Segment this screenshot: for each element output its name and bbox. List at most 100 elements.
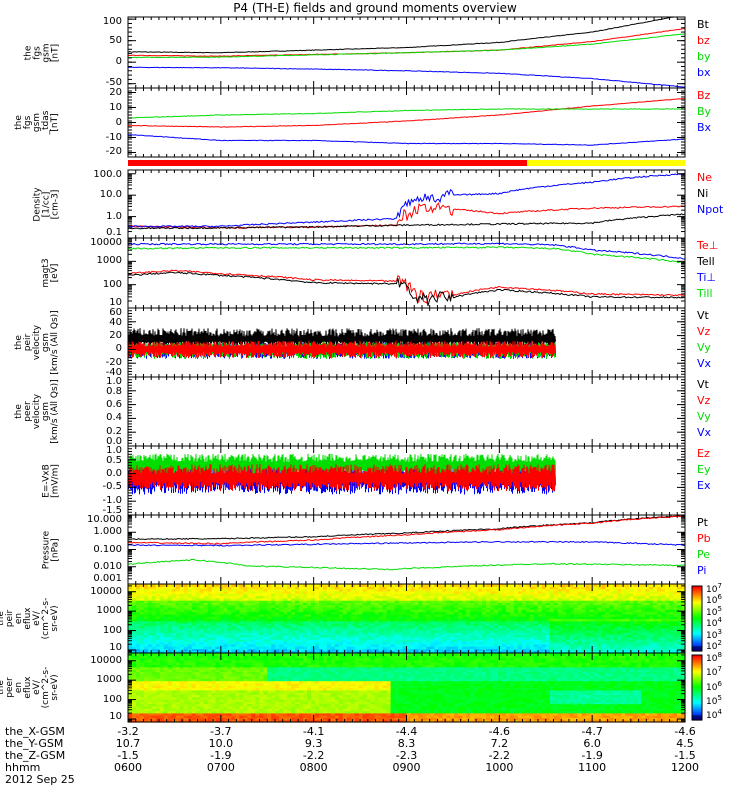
heatmap-cell	[506, 600, 511, 603]
heatmap-cell	[482, 609, 487, 613]
heatmap-cell	[517, 641, 523, 645]
heatmap-cell	[502, 648, 507, 652]
heatmap-cell	[414, 588, 420, 592]
heatmap-cell	[398, 609, 404, 613]
heatmap-cell	[239, 597, 244, 601]
heatmap-cell	[231, 586, 236, 590]
heatmap-cell	[438, 623, 443, 626]
heatmap-cell	[557, 600, 563, 603]
heatmap-cell	[478, 646, 483, 649]
heatmap-cell	[450, 590, 455, 594]
heatmap-cell	[382, 623, 388, 626]
heatmap-cell	[553, 604, 559, 608]
heatmap-cell	[139, 623, 145, 626]
heatmap-cell	[478, 609, 483, 613]
heatmap-cell	[418, 632, 423, 636]
heatmap-cell	[482, 648, 487, 652]
heatmap-cell	[513, 625, 519, 629]
heatmap-cell	[143, 646, 149, 649]
heatmap-cell	[537, 584, 543, 587]
heatmap-cell	[486, 602, 491, 606]
heatmap-cell	[490, 625, 495, 629]
heatmap-cell	[315, 632, 320, 636]
heatmap-cell	[171, 632, 177, 636]
heatmap-cell	[502, 604, 507, 608]
heatmap-cell	[147, 632, 153, 636]
heatmap-cell	[215, 604, 221, 608]
heatmap-cell	[358, 634, 364, 638]
heatmap-cell	[136, 634, 141, 638]
heatmap-cell	[525, 607, 531, 610]
heatmap-cell	[549, 609, 555, 613]
heatmap-cell	[143, 611, 149, 615]
heatmap-cell	[151, 588, 157, 592]
heatmap-cell	[498, 623, 503, 626]
heatmap-cell	[370, 620, 376, 624]
heatmap-cell	[239, 636, 244, 640]
heatmap-cell	[509, 616, 515, 620]
heatmap-cell	[490, 611, 495, 615]
heatmap-cell	[386, 618, 392, 622]
heatmap-cell	[279, 604, 284, 608]
heatmap-cell	[498, 597, 503, 601]
heatmap-cell	[187, 600, 193, 603]
heatmap-cell	[390, 646, 396, 649]
heatmap-cell	[275, 643, 280, 647]
heatmap-cell	[494, 639, 499, 643]
heatmap-cell	[509, 602, 515, 606]
heatmap-cell	[171, 611, 177, 615]
heatmap-cell	[299, 636, 304, 640]
heatmap-cell	[513, 597, 519, 601]
heatmap-cell	[414, 620, 420, 624]
heatmap-cell	[279, 632, 284, 636]
heatmap-cell	[430, 611, 435, 615]
heatmap-cell	[338, 590, 344, 594]
heatmap-cell	[422, 609, 427, 613]
heatmap-cell	[498, 618, 503, 622]
heatmap-cell	[494, 627, 499, 631]
heatmap-cell	[183, 597, 189, 601]
heatmap-cell	[326, 611, 332, 615]
heatmap-cell	[338, 593, 344, 597]
heatmap-cell	[509, 650, 515, 654]
heatmap-cell	[239, 586, 244, 590]
heatmap-cell	[326, 613, 332, 617]
heatmap-cell	[378, 634, 384, 638]
heatmap-cell	[478, 607, 483, 610]
heatmap-cell	[159, 588, 165, 592]
heatmap-cell	[474, 602, 479, 606]
heatmap-cell	[219, 611, 225, 615]
heatmap-cell	[267, 641, 272, 645]
heatmap-cell	[521, 636, 527, 640]
heatmap-cell	[446, 641, 451, 645]
heatmap-cell	[350, 604, 356, 608]
heatmap-cell	[414, 584, 420, 587]
heatmap-cell	[155, 632, 161, 636]
heatmap-cell	[394, 586, 400, 590]
heatmap-cell	[446, 593, 451, 597]
heatmap-cell	[418, 588, 423, 592]
heatmap-cell	[362, 648, 368, 652]
heatmap-cell	[462, 595, 467, 599]
heatmap-cell	[490, 648, 495, 652]
heatmap-cell	[227, 625, 233, 629]
heatmap-cell	[358, 600, 364, 603]
heatmap-cell	[378, 600, 384, 603]
heatmap-cell	[223, 643, 229, 647]
heatmap-cell	[195, 588, 201, 592]
heatmap-cell	[155, 607, 161, 610]
heatmap-cell	[410, 597, 416, 601]
heatmap-cell	[338, 586, 344, 590]
heatmap-cell	[494, 584, 499, 587]
heatmap-cell	[179, 586, 185, 590]
heatmap-cell	[410, 611, 416, 615]
heatmap-cell	[263, 590, 268, 594]
heatmap-cell	[398, 643, 404, 647]
heatmap-cell	[199, 636, 205, 640]
heatmap-cell	[279, 609, 284, 613]
heatmap-cell	[203, 650, 209, 654]
heatmap-cell	[319, 632, 324, 636]
heatmap-cell	[342, 590, 348, 594]
heatmap-cell	[402, 611, 408, 615]
heatmap-cell	[299, 593, 304, 597]
